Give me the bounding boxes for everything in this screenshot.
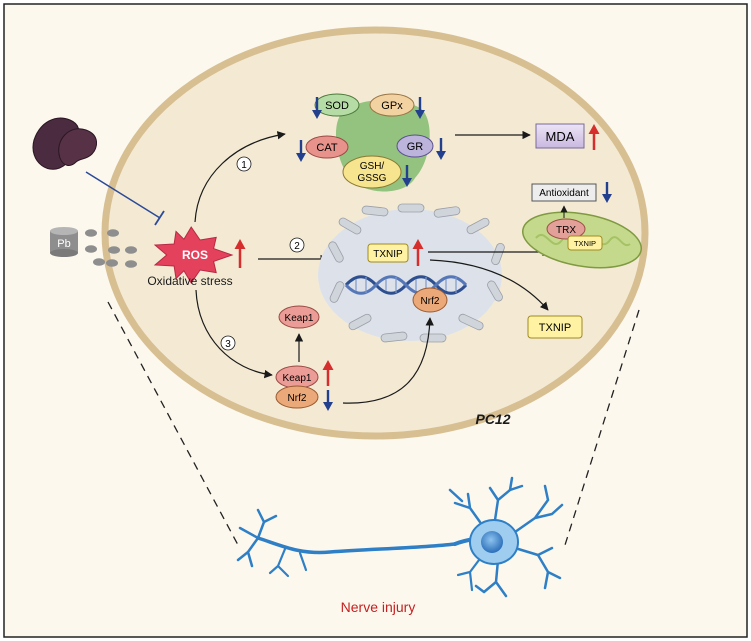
svg-text:Nrf2: Nrf2 bbox=[421, 296, 440, 307]
gr-node bbox=[396, 134, 434, 158]
nerve-injury-label: Nerve injury bbox=[341, 599, 416, 615]
svg-text:1: 1 bbox=[241, 160, 247, 171]
nuclear-pores bbox=[328, 203, 505, 343]
svg-text:SOD: SOD bbox=[325, 100, 349, 112]
sod-node bbox=[314, 93, 360, 117]
ros-label: ROS bbox=[182, 248, 208, 262]
neuron-icon bbox=[236, 476, 564, 598]
svg-text:CAT: CAT bbox=[316, 142, 337, 154]
zoom-line-left bbox=[107, 301, 239, 546]
pathway-2-number bbox=[289, 237, 305, 253]
svg-text:TXNIP: TXNIP bbox=[539, 322, 571, 334]
txnip-up-arrow bbox=[412, 239, 424, 266]
svg-text:2: 2 bbox=[294, 241, 300, 252]
svg-text:TRX: TRX bbox=[556, 225, 576, 236]
nrf2-translocation-arrow bbox=[342, 317, 434, 404]
svg-text:Keap1: Keap1 bbox=[283, 373, 312, 384]
gsh-down-arrow bbox=[402, 165, 412, 187]
svg-text:TXNIP: TXNIP bbox=[574, 239, 596, 248]
nrf2-nuclear-node bbox=[412, 287, 448, 313]
cell-label: PC12 bbox=[475, 411, 510, 427]
svg-text:GPx: GPx bbox=[381, 100, 403, 112]
cat-node bbox=[305, 135, 349, 159]
keap1-up-arrow bbox=[322, 360, 334, 386]
trx-node bbox=[546, 218, 586, 240]
svg-text:Antioxidant: Antioxidant bbox=[539, 188, 589, 199]
txnip-nuclear-box bbox=[367, 243, 409, 263]
inhibition-bar bbox=[154, 210, 165, 226]
cat-down-arrow bbox=[296, 140, 306, 162]
svg-text:GR: GR bbox=[407, 141, 424, 153]
pathway-1-number bbox=[236, 156, 252, 172]
kidney-bean-icon bbox=[32, 117, 97, 170]
gsh-gssg-node bbox=[342, 155, 402, 189]
svg-text:GSSG: GSSG bbox=[358, 173, 387, 184]
lead-particles bbox=[85, 229, 137, 268]
nrf2-down-arrow bbox=[323, 390, 333, 411]
mda-box bbox=[535, 123, 585, 149]
lead-cylinder-icon bbox=[50, 227, 78, 257]
dna-helix-icon bbox=[344, 275, 468, 295]
svg-text:GSH/: GSH/ bbox=[360, 161, 385, 172]
neuron-nucleus bbox=[481, 531, 503, 553]
oxidative-stress-label: Oxidative stress bbox=[147, 274, 232, 288]
pathway-1-arrow bbox=[194, 131, 286, 223]
pathway-3-number bbox=[220, 335, 236, 351]
pathway-3-arrow bbox=[195, 289, 273, 379]
txnip-cytoplasm-box bbox=[527, 315, 583, 339]
down-arrows bbox=[296, 97, 612, 411]
lead-label: Pb bbox=[57, 238, 70, 250]
gpx-down-arrow bbox=[415, 97, 425, 119]
nucleus bbox=[318, 209, 502, 341]
svg-text:MDA: MDA bbox=[546, 129, 575, 144]
ros-burst-icon bbox=[153, 226, 234, 284]
keap1-free-node bbox=[278, 305, 320, 329]
gpx-node bbox=[369, 93, 415, 117]
svg-text:Nrf2: Nrf2 bbox=[288, 393, 307, 404]
inhibition-line bbox=[85, 171, 161, 219]
txnip-export-arrow bbox=[429, 259, 549, 311]
ros-up-arrow bbox=[234, 239, 246, 268]
svg-text:3: 3 bbox=[225, 339, 231, 350]
gr-down-arrow bbox=[436, 138, 446, 160]
mda-up-arrow bbox=[588, 124, 600, 150]
sod-down-arrow bbox=[312, 97, 322, 119]
svg-text:Keap1: Keap1 bbox=[285, 313, 314, 324]
mito-txnip-box bbox=[567, 235, 603, 251]
nrf2-complex-node bbox=[275, 385, 319, 409]
antioxidant-down-arrow bbox=[602, 182, 612, 203]
svg-text:TXNIP: TXNIP bbox=[373, 249, 403, 260]
antioxidant-box bbox=[531, 183, 597, 202]
